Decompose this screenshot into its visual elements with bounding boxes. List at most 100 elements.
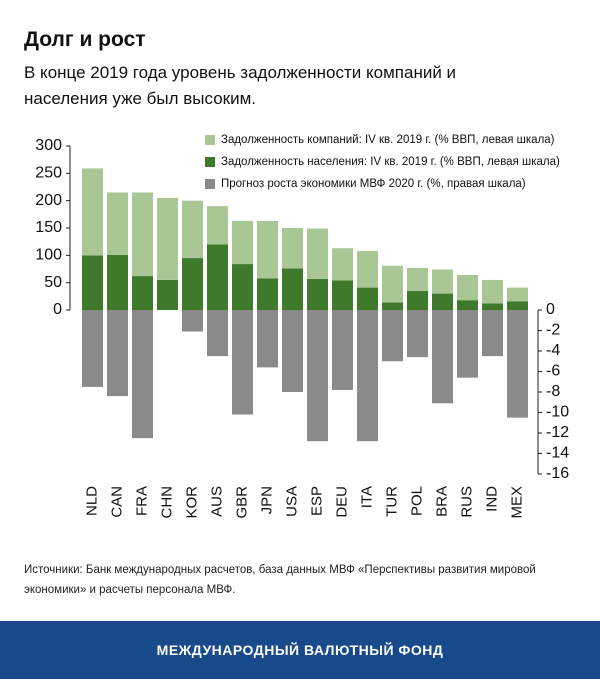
debt-bar bbox=[182, 258, 203, 310]
debt-bar bbox=[507, 301, 528, 310]
legend-swatch bbox=[205, 157, 215, 167]
y2-tick-label: 0 bbox=[546, 301, 555, 318]
debt-bar bbox=[407, 290, 428, 310]
x-tick-label: TUR bbox=[383, 486, 400, 517]
y-tick-label: 200 bbox=[35, 192, 62, 209]
y2-tick-label: -6 bbox=[546, 363, 560, 380]
y2-tick-label: -12 bbox=[546, 424, 569, 441]
debt-bar bbox=[482, 303, 503, 310]
debt-bar bbox=[182, 200, 203, 259]
growth-bar bbox=[207, 310, 228, 357]
x-tick-label: AUS bbox=[208, 486, 225, 517]
growth-bar bbox=[307, 310, 328, 442]
debt-bar bbox=[357, 287, 378, 310]
x-tick-label: MEX bbox=[508, 486, 525, 519]
debt-bar bbox=[432, 293, 453, 310]
x-tick-label: POL bbox=[408, 486, 425, 516]
debt-bar bbox=[282, 228, 303, 269]
source-note: Источники: Банк международных расчетов, … bbox=[24, 564, 536, 596]
debt-bar bbox=[382, 302, 403, 310]
debt-bar bbox=[157, 279, 178, 310]
x-tick-label: RUS bbox=[458, 486, 475, 518]
x-tick-label: DEU bbox=[333, 486, 350, 518]
debt-bar bbox=[307, 228, 328, 279]
debt-bar bbox=[107, 192, 128, 255]
y-tick-label: 0 bbox=[53, 301, 62, 318]
debt-bar bbox=[132, 192, 153, 277]
y2-tick-label: -16 bbox=[546, 465, 569, 482]
x-tick-label: KOR bbox=[183, 486, 200, 519]
debt-bar bbox=[357, 250, 378, 288]
legend-label: Задолженность компаний: IV кв. 2019 г. (… bbox=[221, 134, 555, 146]
debt-bar bbox=[232, 264, 253, 310]
growth-bar bbox=[82, 310, 103, 387]
legend-swatch bbox=[205, 179, 215, 189]
debt-bar bbox=[507, 287, 528, 302]
x-tick-label: USA bbox=[283, 486, 300, 517]
x-tick-label: GBR bbox=[233, 486, 250, 519]
debt-bar bbox=[207, 244, 228, 310]
growth-bar bbox=[457, 310, 478, 378]
y2-tick-label: -2 bbox=[546, 322, 560, 339]
debt-bar bbox=[407, 267, 428, 291]
footer-text: МЕЖДУНАРОДНЫЙ ВАЛЮТНЫЙ ФОНД bbox=[156, 642, 444, 658]
debt-bar bbox=[457, 275, 478, 301]
debt-bar bbox=[307, 278, 328, 310]
debt-bar bbox=[332, 248, 353, 281]
debt-bar bbox=[207, 206, 228, 245]
x-tick-label: IND bbox=[483, 486, 500, 512]
chart-title: Долг и рост bbox=[24, 28, 146, 51]
debt-bar bbox=[257, 278, 278, 310]
y2-tick-label: -14 bbox=[546, 445, 569, 462]
x-tick-label: FRA bbox=[133, 486, 150, 516]
y-tick-label: 300 bbox=[35, 137, 62, 154]
growth-bar bbox=[182, 310, 203, 332]
x-tick-label: JPN bbox=[258, 486, 275, 514]
growth-bar bbox=[407, 310, 428, 358]
legend-label: Прогноз роста экономики МВФ 2020 г. (%, … bbox=[221, 178, 526, 190]
y2-tick-label: -10 bbox=[546, 404, 569, 421]
y-tick-label: 250 bbox=[35, 165, 62, 182]
debt-bar bbox=[82, 255, 103, 310]
y-tick-label: 150 bbox=[35, 219, 62, 236]
growth-bar bbox=[507, 310, 528, 418]
y2-tick-label: -8 bbox=[546, 383, 560, 400]
debt-bar bbox=[432, 269, 453, 294]
debt-bar bbox=[457, 300, 478, 310]
x-tick-label: CAN bbox=[108, 486, 125, 518]
growth-bar bbox=[107, 310, 128, 397]
debt-bar bbox=[257, 220, 278, 279]
debt-bar bbox=[232, 220, 253, 265]
debt-bar bbox=[332, 280, 353, 310]
debt-bar bbox=[82, 168, 103, 256]
chart: 0 50 100 150 200 250 300 0 -2 -4 -6 -8 -10 -12 -14 -16 N… bbox=[35, 134, 569, 519]
legend-swatch bbox=[205, 135, 215, 145]
debt-bar bbox=[382, 265, 403, 303]
debt-bar bbox=[282, 268, 303, 310]
legend-label: Задолженность населения: IV кв. 2019 г. … bbox=[221, 156, 560, 168]
growth-bar bbox=[382, 310, 403, 362]
x-tick-label: NLD bbox=[83, 486, 100, 516]
growth-bar bbox=[232, 310, 253, 415]
growth-bar bbox=[257, 310, 278, 368]
x-tick-label: CHN bbox=[158, 486, 175, 519]
growth-bar bbox=[132, 310, 153, 439]
x-tick-label: ESP bbox=[308, 486, 325, 516]
y2-tick-label: -4 bbox=[546, 342, 560, 359]
debt-bar bbox=[132, 276, 153, 310]
debt-bar bbox=[482, 279, 503, 304]
growth-bar bbox=[357, 310, 378, 442]
y-tick-label: 50 bbox=[44, 274, 62, 291]
growth-bar bbox=[432, 310, 453, 404]
x-tick-label: BRA bbox=[433, 486, 450, 517]
y-tick-label: 100 bbox=[35, 247, 62, 264]
debt-bar bbox=[157, 197, 178, 280]
x-tick-label: ITA bbox=[358, 486, 375, 508]
growth-bar bbox=[332, 310, 353, 390]
footer-band: МЕЖДУНАРОДНЫЙ ВАЛЮТНЫЙ ФОНД bbox=[0, 621, 600, 679]
chart-subtitle: В конце 2019 года уровень задолженности … bbox=[24, 63, 457, 108]
growth-bar bbox=[282, 310, 303, 392]
growth-bar bbox=[482, 310, 503, 357]
debt-bar bbox=[107, 254, 128, 310]
